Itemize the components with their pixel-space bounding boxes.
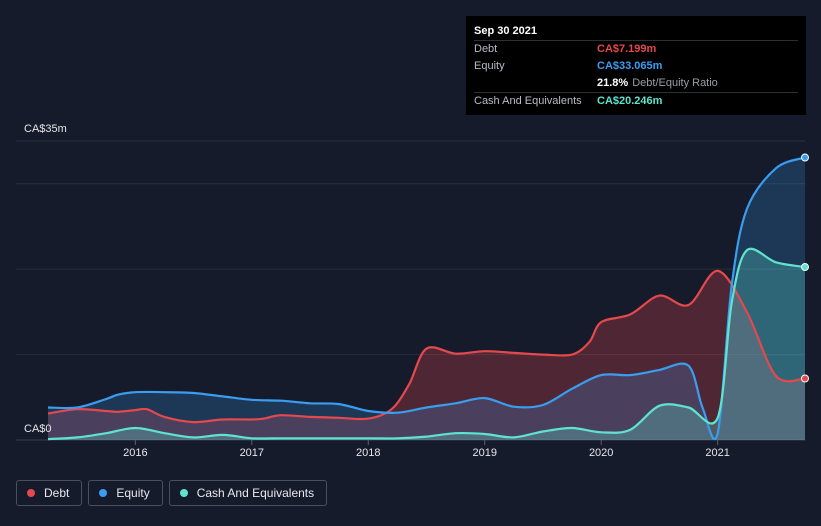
- tooltip-label: [474, 75, 597, 92]
- y-axis-top-label: CA$35m: [24, 123, 67, 135]
- line-equity: [47, 156, 806, 441]
- chart-legend: Debt Equity Cash And Equivalents: [16, 480, 328, 506]
- tooltip-value: 21.8% Debt/Equity Ratio: [597, 75, 718, 92]
- tooltip-value: CA$7.199m: [597, 43, 657, 55]
- legend-dot-icon: [99, 489, 108, 497]
- x-tick-label-2016: 2016: [123, 447, 147, 459]
- x-tick-label-2018: 2018: [356, 447, 380, 459]
- end-marker-cash-and-equivalents: [801, 263, 809, 272]
- tooltip-value: CA$33.065m: [597, 60, 663, 72]
- end-marker-equity: [801, 153, 809, 162]
- series-end-markers: [801, 153, 809, 383]
- line-cash-and-equivalents: [47, 247, 806, 441]
- series-lines: [47, 156, 806, 441]
- legend-dot-icon: [179, 489, 188, 497]
- end-marker-debt: [801, 374, 809, 383]
- tooltip-label: Cash And Equivalents: [474, 95, 582, 107]
- ratio-value: 21.8%: [597, 77, 629, 89]
- tooltip-row-equity: Equity CA$33.065m: [474, 58, 798, 75]
- area-debt: [48, 270, 805, 440]
- legend-label: Cash And Equivalents: [196, 486, 315, 500]
- gridlines: [16, 140, 805, 441]
- x-tick-label-2020: 2020: [589, 447, 613, 459]
- series-areas: [48, 157, 805, 440]
- tooltip-value: CA$20.246m: [597, 95, 663, 107]
- legend-item-equity[interactable]: Equity: [88, 480, 163, 506]
- legend-item-cash[interactable]: Cash And Equivalents: [168, 480, 328, 506]
- x-axis-ticks: 2016 2017 2018 2019 2020 2021: [123, 440, 730, 459]
- x-tick-label-2017: 2017: [240, 447, 264, 459]
- area-cash-and-equivalents: [48, 248, 805, 440]
- y-axis-bottom-label: CA$0: [24, 423, 52, 435]
- x-tick-label-2021: 2021: [705, 447, 729, 459]
- legend-label: Equity: [116, 486, 150, 500]
- tooltip-row-debt: Debt CA$7.199m: [474, 40, 798, 58]
- legend-label: Debt: [44, 486, 70, 500]
- line-debt: [47, 269, 806, 424]
- tooltip-row-ratio: 21.8% Debt/Equity Ratio: [474, 75, 798, 92]
- x-tick-label-2019: 2019: [472, 447, 496, 459]
- tooltip-label: Debt: [474, 43, 498, 55]
- tooltip-label: Equity: [474, 60, 505, 72]
- legend-dot-icon: [27, 489, 35, 497]
- ratio-caption: Debt/Equity Ratio: [632, 77, 718, 89]
- legend-item-debt[interactable]: Debt: [16, 480, 83, 506]
- tooltip-date: Sep 30 2021: [474, 25, 537, 37]
- tooltip-panel: Sep 30 2021 Debt CA$7.199m Equity CA$33.…: [466, 16, 806, 115]
- tooltip-row-cash: Cash And Equivalents CA$20.246m: [474, 92, 798, 110]
